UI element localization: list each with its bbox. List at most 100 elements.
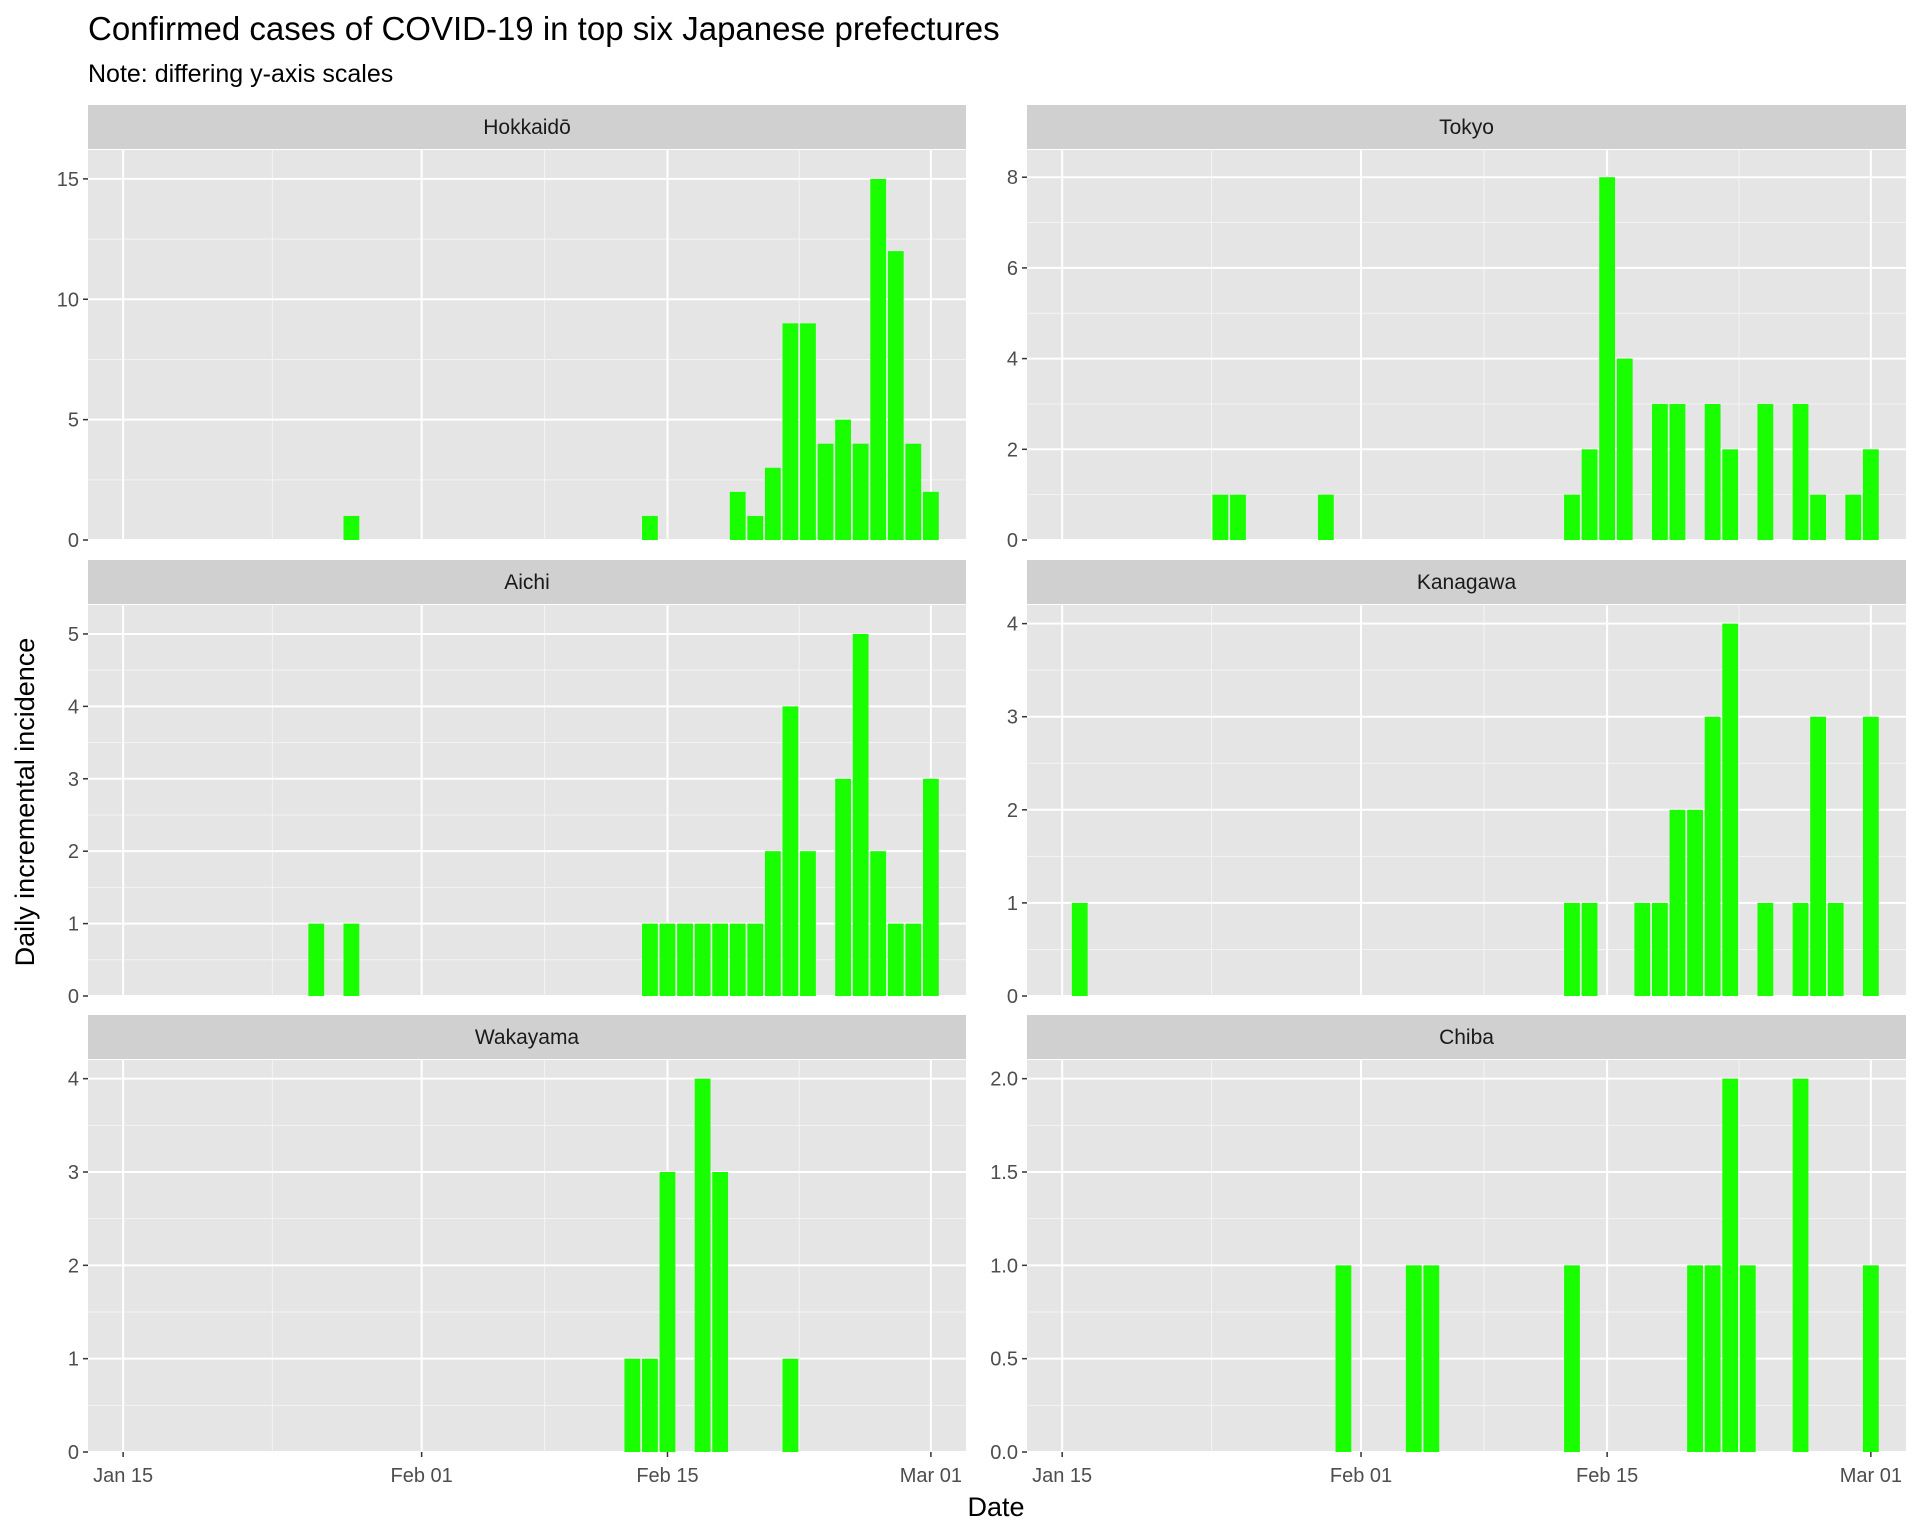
bar-aichi <box>694 923 711 996</box>
bar-tokyo <box>1669 403 1686 540</box>
y-tick-label: 0 <box>1007 530 1018 552</box>
strip-label-tokyo: Tokyo <box>1439 116 1494 139</box>
strip-wakayama <box>88 1015 966 1059</box>
bar-kanagawa <box>1669 809 1686 996</box>
bar-hokkaid- <box>343 515 360 540</box>
y-tick-label: 0 <box>1007 986 1018 1008</box>
bar-kanagawa <box>1722 623 1739 996</box>
plot-area-aichi <box>88 605 966 996</box>
chart-title: Confirmed cases of COVID-19 in top six J… <box>88 10 1000 47</box>
panel-hokkaid-: Hokkaidō 0 5 10 15 <box>57 105 966 552</box>
x-tick-label: Feb 01 <box>391 1465 453 1487</box>
bar-tokyo <box>1845 494 1862 540</box>
x-tick-label: Feb 15 <box>636 1465 698 1487</box>
x-tick-label: Feb 01 <box>1330 1465 1392 1487</box>
bar-tokyo <box>1230 494 1246 540</box>
bar-hokkaid- <box>782 323 799 540</box>
bar-kanagawa <box>1634 902 1651 996</box>
y-tick-label: 0.0 <box>990 1442 1018 1464</box>
strip-label-wakayama: Wakayama <box>475 1026 580 1049</box>
x-tick-label: Mar 01 <box>900 1465 962 1487</box>
y-tick-label: 1 <box>68 914 79 936</box>
bar-kanagawa <box>1651 902 1668 996</box>
bar-aichi <box>308 923 325 996</box>
bar-chiba <box>1405 1265 1422 1452</box>
bar-aichi <box>642 923 658 996</box>
y-tick-label: 1.0 <box>990 1255 1018 1277</box>
chart-subtitle: Note: differing y-axis scales <box>88 60 393 88</box>
bar-hokkaid- <box>905 443 922 540</box>
y-tick-label: 3 <box>68 769 79 791</box>
y-tick-label: 4 <box>1007 614 1018 636</box>
bar-aichi <box>729 923 746 996</box>
bar-tokyo <box>1581 449 1598 540</box>
bar-chiba <box>1739 1265 1756 1452</box>
plot-area-chiba <box>1027 1060 1906 1452</box>
bar-kanagawa <box>1704 716 1721 996</box>
y-tick-label: 0.5 <box>990 1349 1018 1371</box>
bar-wakayama <box>642 1358 658 1452</box>
bar-hokkaid- <box>852 443 869 540</box>
bar-tokyo <box>1564 494 1580 540</box>
y-tick-label: 5 <box>68 410 79 432</box>
y-tick-label: 8 <box>1007 167 1018 189</box>
bar-hokkaid- <box>922 491 939 540</box>
bar-aichi <box>712 923 729 996</box>
bar-kanagawa <box>1687 809 1703 996</box>
bar-wakayama <box>624 1358 641 1452</box>
panel-tokyo: Tokyo 0 2 4 6 8 <box>1007 105 1906 552</box>
plot-area-tokyo <box>1027 150 1906 540</box>
y-tick-label: 3 <box>68 1162 79 1184</box>
bar-tokyo <box>1810 494 1827 540</box>
strip-tokyo <box>1027 105 1906 149</box>
bar-chiba <box>1423 1265 1440 1452</box>
y-tick-label: 15 <box>57 169 79 191</box>
bar-chiba <box>1335 1265 1352 1452</box>
bar-aichi <box>835 778 851 996</box>
x-tick-label: Jan 15 <box>1032 1465 1092 1487</box>
bar-tokyo <box>1212 494 1229 540</box>
strip-label-aichi: Aichi <box>504 571 550 594</box>
x-tick-label: Feb 15 <box>1576 1465 1638 1487</box>
bar-hokkaid- <box>817 443 834 540</box>
bar-chiba <box>1687 1265 1703 1452</box>
bar-kanagawa <box>1810 716 1827 996</box>
bar-wakayama <box>694 1078 711 1452</box>
plot-area-wakayama <box>88 1060 966 1452</box>
y-tick-label: 2.0 <box>990 1069 1018 1091</box>
bar-aichi <box>677 923 693 996</box>
bar-aichi <box>870 851 887 996</box>
panel-aichi: Aichi 0 1 2 3 4 5 <box>68 560 966 1008</box>
bar-wakayama <box>712 1172 729 1452</box>
bar-tokyo <box>1722 449 1739 540</box>
panel-wakayama: Wakayama 0 1 2 3 4 Jan 15 Feb 01 Feb 15 Mar 01 <box>68 1015 966 1487</box>
bar-tokyo <box>1704 403 1721 540</box>
bar-hokkaid- <box>642 515 658 540</box>
strip-kanagawa <box>1027 560 1906 604</box>
strip-label-kanagawa: Kanagawa <box>1417 571 1517 594</box>
bar-kanagawa <box>1862 716 1879 996</box>
panel-kanagawa: Kanagawa 0 1 2 3 4 <box>1007 560 1906 1008</box>
y-tick-label: 0 <box>68 530 79 552</box>
bar-tokyo <box>1792 403 1809 540</box>
bar-chiba <box>1564 1265 1580 1452</box>
y-tick-label: 1 <box>1007 893 1018 915</box>
bar-tokyo <box>1317 494 1334 540</box>
bar-aichi <box>922 778 939 996</box>
y-axis-title: Daily incremental incidence <box>10 638 40 967</box>
bar-aichi <box>343 923 360 996</box>
bar-hokkaid- <box>729 491 746 540</box>
bar-hokkaid- <box>870 178 887 540</box>
bar-kanagawa <box>1757 902 1774 996</box>
bar-tokyo <box>1651 403 1668 540</box>
bar-tokyo <box>1599 177 1616 541</box>
bar-chiba <box>1792 1078 1809 1452</box>
facet-panels: Hokkaidō051015Tokyo02468Aichi012345Kanag… <box>57 105 1906 1487</box>
y-tick-label: 2 <box>68 841 79 863</box>
y-tick-label: 4 <box>68 1069 79 1091</box>
bar-aichi <box>800 851 816 996</box>
plot-area-kanagawa <box>1027 605 1906 996</box>
y-tick-label: 4 <box>1007 349 1018 371</box>
panel-chiba: Chiba 0.0 0.5 1.0 1.5 2.0 Jan 15 Feb 01 Feb 15 Ma… <box>990 1015 1906 1487</box>
